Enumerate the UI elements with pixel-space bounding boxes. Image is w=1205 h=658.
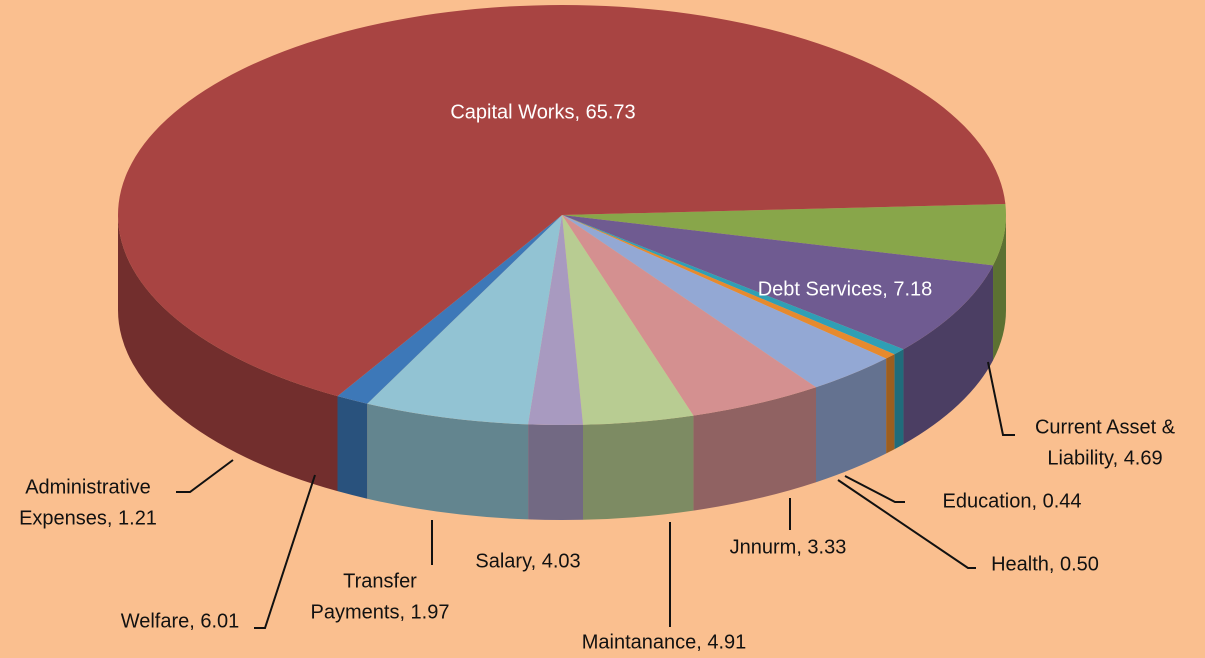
- pie-side: [993, 215, 1006, 361]
- data-label: Education, 0.44: [943, 490, 1082, 512]
- pie-slice: [528, 215, 584, 426]
- data-label: Salary, 4.03: [475, 550, 580, 572]
- data-label: Jnnurm, 3.33: [730, 536, 847, 558]
- data-label: Expenses, 1.21: [19, 507, 157, 529]
- data-label: Liability, 4.69: [1047, 447, 1162, 469]
- data-label: Payments, 1.97: [311, 601, 450, 623]
- pie-side: [693, 387, 817, 511]
- pie-side: [894, 349, 904, 450]
- data-label: Capital Works, 65.73: [450, 101, 635, 123]
- data-label: Administrative: [25, 476, 151, 498]
- pie-slice: [562, 215, 694, 425]
- data-label: Current Asset &: [1035, 416, 1176, 438]
- leader-line: [837, 479, 976, 569]
- pie-side: [583, 415, 694, 520]
- data-label: Health, 0.50: [991, 553, 1099, 575]
- pie-slice: [562, 215, 887, 388]
- pie-side: [337, 396, 368, 499]
- data-label: Debt Services, 7.18: [758, 278, 933, 300]
- pie-slice: [562, 215, 895, 359]
- leader-line: [176, 459, 234, 493]
- leader-line: [844, 475, 905, 503]
- pie-slice: [337, 215, 562, 404]
- leader-line: [254, 474, 316, 629]
- pie-side: [816, 358, 887, 483]
- pie-side: [903, 265, 994, 445]
- pie-side: [118, 215, 338, 492]
- pie-slice: [118, 5, 1006, 397]
- data-label: Welfare, 6.01: [121, 610, 240, 632]
- data-label: Maintanance, 4.91: [582, 631, 747, 653]
- pie-slice: [562, 204, 1007, 266]
- pie-side: [367, 403, 529, 520]
- pie-side: [528, 424, 584, 521]
- pie-slice: [562, 215, 817, 416]
- pie-slice: [367, 215, 562, 425]
- data-label: Transfer: [343, 570, 417, 592]
- pie-slice: [562, 215, 904, 355]
- pie-side: [886, 354, 895, 454]
- leader-line: [987, 361, 1015, 436]
- pie-slice: [562, 215, 994, 350]
